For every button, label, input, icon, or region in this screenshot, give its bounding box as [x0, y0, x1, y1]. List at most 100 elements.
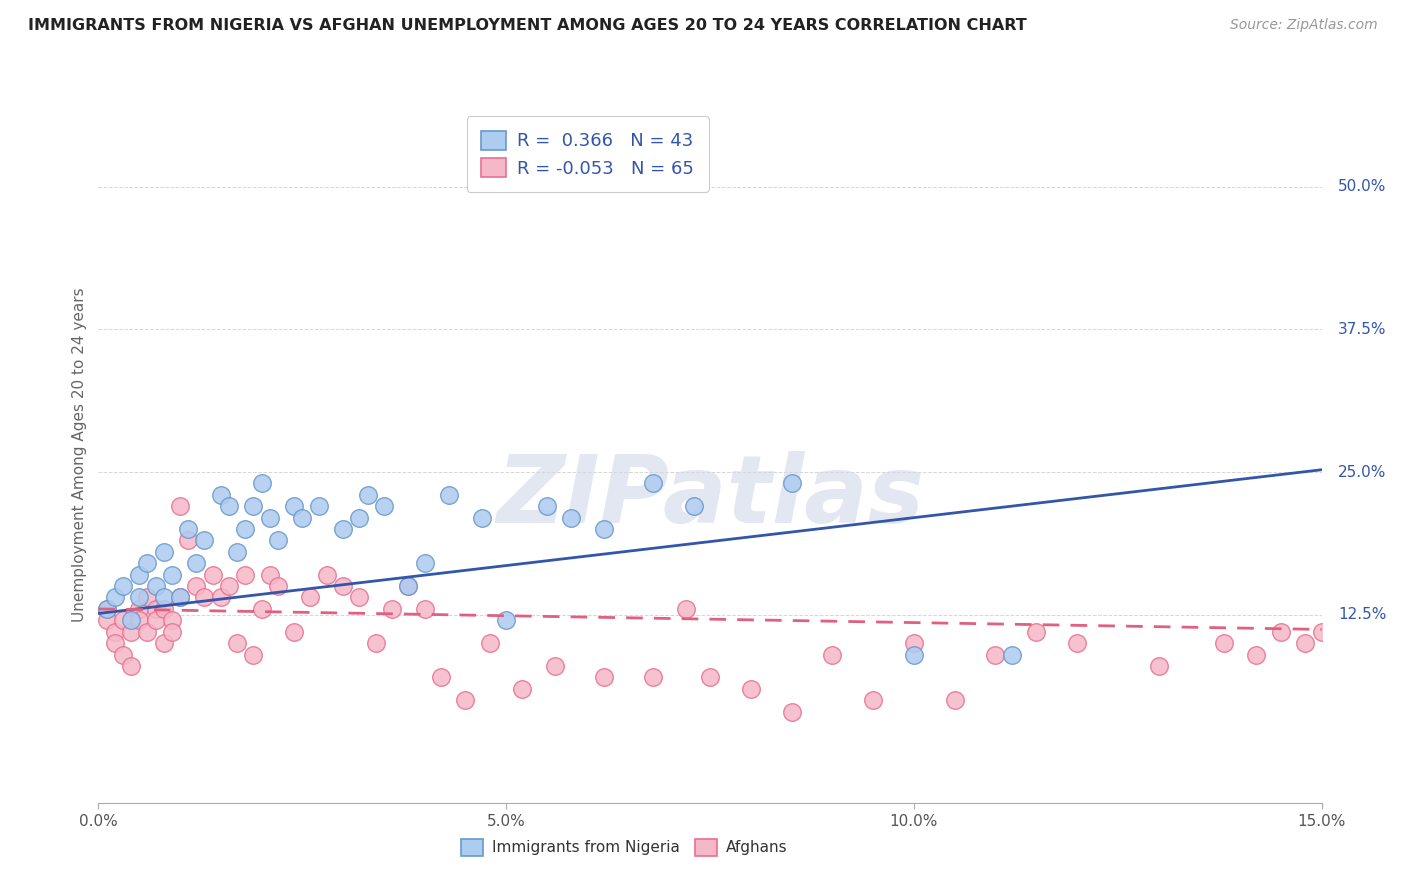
- Point: [291, 510, 314, 524]
- Point: [349, 510, 371, 524]
- Point: [242, 648, 264, 662]
- Point: [152, 602, 174, 616]
- Point: [104, 636, 127, 650]
- Point: [136, 591, 159, 605]
- Point: [437, 488, 460, 502]
- Point: [169, 591, 191, 605]
- Point: [641, 670, 664, 684]
- Point: [201, 567, 224, 582]
- Text: 25.0%: 25.0%: [1339, 465, 1386, 480]
- Point: [177, 522, 200, 536]
- Text: IMMIGRANTS FROM NIGERIA VS AFGHAN UNEMPLOYMENT AMONG AGES 20 TO 24 YEARS CORRELA: IMMIGRANTS FROM NIGERIA VS AFGHAN UNEMPL…: [28, 18, 1026, 33]
- Point: [209, 591, 232, 605]
- Point: [169, 591, 191, 605]
- Point: [780, 705, 803, 719]
- Point: [152, 636, 174, 650]
- Text: Source: ZipAtlas.com: Source: ZipAtlas.com: [1230, 18, 1378, 32]
- Point: [1025, 624, 1047, 639]
- Point: [593, 670, 616, 684]
- Legend: Immigrants from Nigeria, Afghans: Immigrants from Nigeria, Afghans: [453, 830, 797, 864]
- Point: [1310, 624, 1333, 639]
- Point: [160, 624, 183, 639]
- Point: [104, 591, 127, 605]
- Point: [186, 579, 208, 593]
- Point: [332, 579, 354, 593]
- Point: [478, 636, 501, 650]
- Point: [152, 545, 174, 559]
- Point: [218, 579, 240, 593]
- Point: [373, 500, 395, 514]
- Y-axis label: Unemployment Among Ages 20 to 24 years: Unemployment Among Ages 20 to 24 years: [72, 287, 87, 623]
- Point: [233, 567, 256, 582]
- Point: [283, 624, 305, 639]
- Point: [332, 522, 354, 536]
- Point: [1066, 636, 1088, 650]
- Point: [136, 624, 159, 639]
- Point: [120, 613, 142, 627]
- Point: [267, 579, 290, 593]
- Point: [1212, 636, 1234, 650]
- Point: [903, 648, 925, 662]
- Point: [430, 670, 453, 684]
- Point: [209, 488, 232, 502]
- Point: [560, 510, 582, 524]
- Point: [381, 602, 404, 616]
- Point: [471, 510, 494, 524]
- Point: [682, 500, 704, 514]
- Text: ZIPatlas: ZIPatlas: [496, 450, 924, 542]
- Point: [943, 693, 966, 707]
- Point: [308, 500, 330, 514]
- Point: [160, 567, 183, 582]
- Point: [111, 613, 134, 627]
- Point: [186, 556, 208, 570]
- Point: [233, 522, 256, 536]
- Point: [1270, 624, 1292, 639]
- Point: [242, 500, 264, 514]
- Point: [104, 624, 127, 639]
- Point: [259, 510, 281, 524]
- Point: [356, 488, 378, 502]
- Point: [299, 591, 322, 605]
- Point: [740, 681, 762, 696]
- Point: [413, 556, 436, 570]
- Text: 50.0%: 50.0%: [1339, 179, 1386, 194]
- Text: 37.5%: 37.5%: [1339, 322, 1386, 337]
- Point: [226, 636, 249, 650]
- Point: [120, 659, 142, 673]
- Point: [413, 602, 436, 616]
- Point: [315, 567, 337, 582]
- Point: [111, 648, 134, 662]
- Point: [1001, 648, 1024, 662]
- Point: [699, 670, 721, 684]
- Point: [128, 602, 150, 616]
- Point: [145, 579, 167, 593]
- Point: [862, 693, 884, 707]
- Point: [593, 522, 616, 536]
- Point: [111, 579, 134, 593]
- Point: [226, 545, 249, 559]
- Point: [512, 681, 534, 696]
- Point: [364, 636, 387, 650]
- Point: [145, 613, 167, 627]
- Point: [218, 500, 240, 514]
- Point: [259, 567, 281, 582]
- Point: [349, 591, 371, 605]
- Point: [169, 500, 191, 514]
- Point: [96, 613, 118, 627]
- Point: [250, 476, 273, 491]
- Point: [396, 579, 419, 593]
- Point: [283, 500, 305, 514]
- Point: [267, 533, 290, 548]
- Point: [152, 591, 174, 605]
- Point: [495, 613, 517, 627]
- Point: [136, 556, 159, 570]
- Point: [96, 602, 118, 616]
- Point: [536, 500, 558, 514]
- Point: [984, 648, 1007, 662]
- Point: [250, 602, 273, 616]
- Point: [821, 648, 844, 662]
- Point: [128, 591, 150, 605]
- Point: [128, 567, 150, 582]
- Point: [780, 476, 803, 491]
- Point: [1294, 636, 1316, 650]
